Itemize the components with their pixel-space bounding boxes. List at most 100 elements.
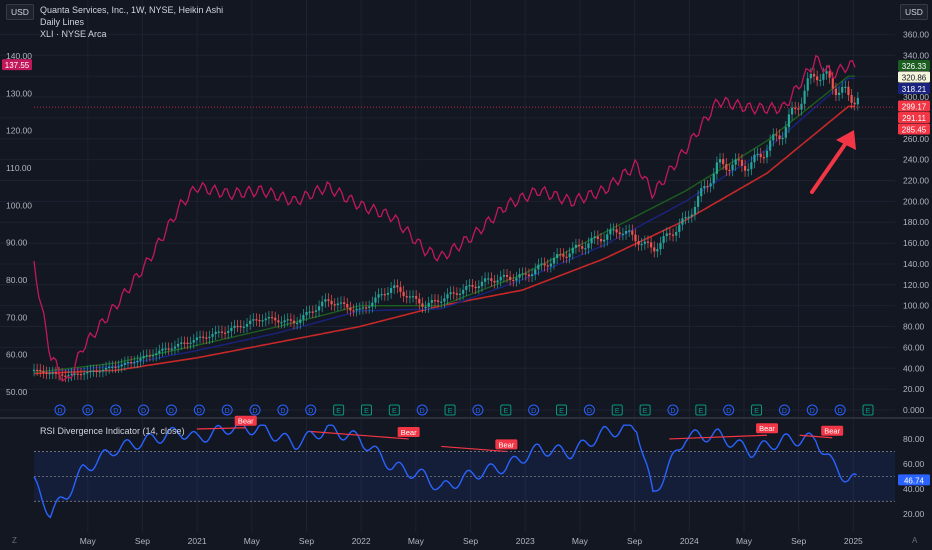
candle-body (590, 238, 593, 244)
right-axis-tick: 300.00 (903, 92, 929, 102)
candle-body (668, 233, 671, 235)
candle-body (139, 358, 142, 361)
candle-body (850, 95, 853, 103)
candle-body (465, 286, 468, 290)
candle-body (396, 285, 399, 288)
bear-label: Bear (238, 417, 254, 426)
candle-body (42, 371, 45, 373)
candle-body (317, 306, 321, 311)
candle-body (537, 264, 540, 270)
candle-body (371, 302, 374, 307)
symbol-title: Quanta Services, Inc., 1W, NYSE, Heikin … (40, 5, 224, 15)
candle-body (656, 249, 659, 252)
candle-body (606, 234, 609, 240)
currency-right-pill[interactable]: USD (900, 4, 928, 20)
candle-body (631, 230, 634, 235)
candle-body (675, 231, 678, 236)
footer-right-mark: A (912, 536, 918, 545)
candle-body (239, 326, 242, 328)
dividend-marker (778, 404, 790, 416)
candle-body (841, 86, 844, 93)
right-axis-tick: 40.00 (903, 363, 925, 373)
left-axis-tick: 110.00 (6, 163, 32, 173)
dividend-marker (806, 404, 818, 416)
earnings-marker (444, 404, 456, 416)
candle-body (844, 86, 847, 89)
price-label: 320.86 (902, 74, 927, 83)
candle-body (449, 292, 452, 295)
x-axis-tick: 2024 (680, 536, 699, 546)
candle-body (693, 206, 697, 215)
dividend-marker (82, 404, 94, 416)
candle-body (728, 169, 731, 172)
candle-body (408, 296, 412, 298)
candle-body (762, 157, 765, 159)
candle-body (803, 90, 806, 104)
candle-body (51, 372, 54, 374)
candle-body (703, 186, 706, 189)
earnings-marker (333, 404, 345, 416)
candle-body (114, 366, 117, 368)
candle-body (164, 348, 167, 350)
rsi-line (33, 424, 857, 519)
candle-body (790, 107, 794, 115)
right-axis-tick: 140.00 (903, 259, 929, 269)
bear-label-bg (756, 423, 779, 434)
candle-body (775, 134, 778, 136)
candle-body (108, 366, 111, 368)
candle-body (819, 79, 822, 82)
candle-body (700, 188, 703, 197)
event-marker-label: E (448, 408, 453, 415)
event-marker-label: D (670, 408, 675, 415)
candle-body (274, 317, 277, 321)
candle-body (487, 278, 490, 280)
candle-body (628, 230, 631, 232)
dividend-marker (193, 404, 205, 416)
candle-body (211, 334, 214, 337)
bear-label-bg (397, 426, 420, 437)
candle-body (483, 278, 487, 282)
bear-divergence-line (196, 427, 246, 430)
candle-body (314, 310, 318, 312)
candle-body (355, 308, 358, 311)
price-label: 299.17 (902, 103, 927, 112)
dividend-marker (416, 404, 428, 416)
candle-body (98, 371, 101, 373)
footer-left-mark: Z (12, 536, 17, 545)
x-axis-tick: May (572, 536, 589, 546)
event-marker-label: E (364, 408, 369, 415)
candle-body (740, 159, 744, 166)
x-axis-tick: Sep (627, 536, 642, 546)
candle-body (189, 342, 192, 344)
event-marker-label: D (280, 408, 285, 415)
candle-body (455, 293, 458, 295)
candle-body (327, 299, 330, 301)
candle-body (302, 315, 305, 320)
candle-body (261, 320, 264, 322)
candle-body (349, 307, 352, 311)
candle-body (812, 73, 816, 77)
candle-body (183, 342, 186, 344)
currency-left-pill[interactable]: USD (6, 4, 34, 20)
candle-body (133, 362, 136, 364)
event-marker-label: D (225, 408, 230, 415)
candle-body (621, 233, 625, 235)
candle-body (502, 275, 505, 277)
candle-body (95, 370, 98, 372)
candle-body (524, 273, 527, 275)
candle-body (634, 234, 637, 242)
candle-body (111, 366, 114, 368)
candle-body (399, 287, 402, 292)
candle-body (158, 350, 161, 354)
candle-body (402, 291, 405, 297)
candle-body (364, 307, 368, 309)
candle-body (333, 304, 336, 306)
candle-body (822, 73, 825, 80)
grid-lines (0, 0, 932, 532)
dividend-marker (165, 404, 177, 416)
candle-body (427, 302, 430, 307)
candle-body (383, 294, 386, 296)
bear-label: Bear (824, 427, 840, 436)
